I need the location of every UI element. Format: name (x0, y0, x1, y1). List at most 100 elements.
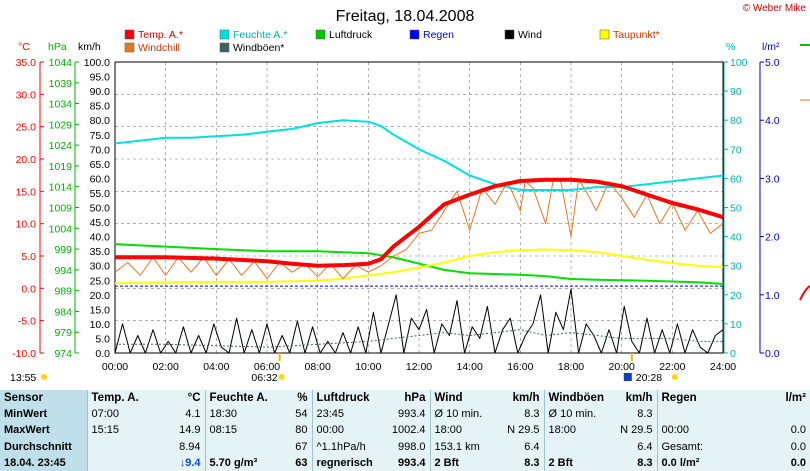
sunrise-label: 06:32 (251, 372, 277, 384)
stats-header-unit: km/h (612, 390, 657, 407)
moon-icon (623, 373, 632, 381)
legend-swatch (219, 29, 230, 40)
sun-time-label: 13:55 (10, 372, 36, 384)
stats-row: MaxWert 15:15 14.9 08:15 80 00:00 1002.4 18:00 N… (0, 422, 810, 439)
humidity-tick: 70 (730, 144, 742, 156)
wind-tick: 80.0 (90, 115, 111, 127)
stats-header: Regen (656, 390, 729, 407)
x-tick-label: 12:00 (406, 361, 432, 373)
stats-row: MinWert 07:00 4.1 18:30 54 23:45 993.4 Ø 10 min… (0, 406, 810, 423)
series-temp-a (115, 177, 724, 268)
stats-value: 6.4 (612, 438, 657, 455)
wind-tick: 15.0 (90, 304, 111, 316)
stats-value: ↓9.4 (150, 454, 205, 471)
grid (114, 61, 724, 354)
rain-tick: 2.0 (765, 232, 780, 244)
x-tick-label: 06:00 (254, 361, 280, 373)
stats-cell: ^1.1hPa/h (311, 438, 382, 455)
stats-cell: 153.1 km (429, 438, 498, 455)
stats-header-unit: °C (150, 390, 205, 407)
pressure-tick: 984 (54, 306, 72, 318)
plot-frame (114, 61, 724, 354)
stats-value: N 29.5 (612, 422, 657, 439)
stats-cell: 2 Bft (429, 454, 498, 471)
stats-value: 14.9 (150, 422, 205, 439)
temp-tick: 0.0 (21, 283, 36, 295)
rain-unit: l/m² (762, 41, 780, 53)
pressure-tick: 1014 (49, 182, 73, 194)
stats-row-label: MinWert (0, 406, 87, 423)
stats-value: 80 (267, 422, 312, 439)
stats-value: 998.0 (382, 438, 430, 455)
legend-label: Wind (518, 29, 542, 41)
series-wind (114, 288, 724, 354)
series-windchill (114, 179, 724, 280)
stats-cell: 23:45 (311, 406, 382, 423)
x-tick-label: 20:00 (609, 361, 635, 373)
stats-value: 6.4 (498, 438, 544, 455)
stats-value: 63 (267, 454, 312, 471)
stats-row: 18.04. 23:45 ↓9.4 5.70 g/m³ 63 regnerisch 993… (0, 454, 810, 471)
stats-value: 993.4 (382, 454, 430, 471)
temp-tick: 30.0 (16, 89, 37, 101)
temp-tick: 35.0 (16, 57, 37, 69)
stats-row-label: 18.04. 23:45 (0, 454, 87, 471)
temp-tick: -5.0 (18, 316, 36, 328)
pressure-tick: 1004 (49, 223, 73, 235)
humidity-tick: 40 (730, 232, 742, 244)
humidity-tick: 50 (730, 203, 742, 215)
pressure-tick: 1029 (49, 119, 73, 131)
rain-tick: 4.0 (765, 115, 780, 127)
stats-cell: 00:00 (311, 422, 382, 439)
sunset-label: 20:28 (636, 372, 662, 384)
stats-cell: 08:15 (204, 422, 267, 439)
humidity-tick: 90 (730, 86, 742, 98)
stats-header-unit: % (267, 390, 312, 407)
stats-value: 0.0 (729, 422, 810, 439)
wind-tick: 5.0 (95, 333, 110, 345)
stats-header: Luftdruck (311, 390, 382, 407)
stats-header-row: Sensor Temp. A. °C Feuchte A.% Luftdruck hPa W… (0, 390, 810, 407)
pressure-tick: 994 (54, 265, 72, 277)
stats-cell (86, 438, 150, 455)
humidity-tick: 100 (730, 57, 748, 69)
stats-cell: Ø 10 min. (429, 406, 498, 423)
stats-value: 993.4 (382, 406, 430, 423)
stats-cell: 00:00 (656, 422, 729, 439)
stats-value: 8.94 (150, 438, 205, 455)
chart-credit: © Weber Mike (743, 3, 807, 14)
temp-tick: 25.0 (16, 122, 37, 134)
x-tick-label: 14:00 (457, 361, 483, 373)
sun-icon (278, 374, 285, 380)
legend-swatch (504, 29, 515, 40)
wind-tick: 65.0 (90, 159, 111, 171)
stats-cell (204, 438, 267, 455)
stats-cell: Ø 10 min. (543, 406, 612, 423)
x-tick-label: 04:00 (203, 361, 229, 373)
legend-label: Regen (423, 29, 454, 41)
series-taupunkt (114, 248, 724, 285)
wind-tick: 95.0 (90, 72, 111, 84)
wind-tick: 35.0 (90, 246, 111, 258)
stats-cell: 5.70 g/m³ (204, 454, 267, 471)
wind-tick: 10.0 (90, 319, 111, 331)
pressure-tick: 1044 (49, 57, 73, 69)
temp-tick: 20.0 (16, 154, 37, 166)
legend-swatch (124, 29, 135, 40)
wind-tick: 75.0 (90, 130, 111, 142)
temp-unit: °C (18, 41, 30, 53)
legend-label: Luftdruck (329, 29, 373, 41)
stats-row-label: Durchschnitt (0, 438, 87, 455)
stats-header: Sensor (0, 390, 87, 407)
wind-tick: 60.0 (90, 173, 111, 185)
humidity-unit: % (726, 41, 735, 53)
stats-cell: 0.0 l/m² (656, 454, 729, 471)
temp-tick: 15.0 (16, 186, 37, 198)
wind-tick: 45.0 (90, 217, 111, 229)
pressure-tick: 1019 (49, 161, 73, 173)
wind-tick: 50.0 (90, 203, 111, 215)
legend: Temp. A.* Feuchte A.* Luftdruck Regen Wind Ta… (124, 29, 660, 54)
temp-tick: 5.0 (21, 251, 36, 263)
stats-value: N 29.5 (498, 422, 544, 439)
chart-title: Freitag, 18.04.2008 (336, 8, 475, 25)
